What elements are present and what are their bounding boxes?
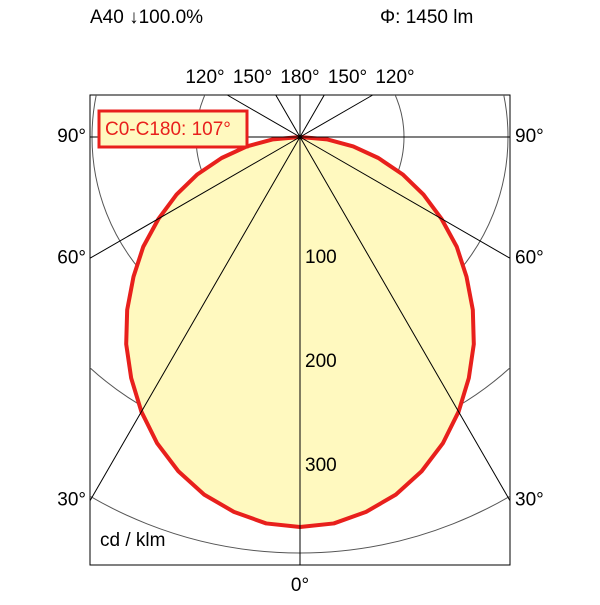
r-tick-label: 300 bbox=[305, 455, 337, 476]
radial-line bbox=[299, 136, 511, 501]
angle-label: 60° bbox=[515, 247, 544, 268]
angle-label: 150° bbox=[328, 67, 367, 88]
radial-line bbox=[299, 136, 511, 259]
angle-label: 150° bbox=[233, 67, 272, 88]
angle-label: 90° bbox=[515, 126, 544, 147]
radial-line bbox=[89, 136, 301, 259]
angle-label: 120° bbox=[185, 67, 224, 88]
radial-line bbox=[89, 136, 301, 501]
angle-label: 0° bbox=[291, 575, 309, 596]
header-left: A40 ↓100.0% bbox=[90, 7, 203, 28]
angle-label: 30° bbox=[515, 490, 544, 511]
r-tick-label: 200 bbox=[305, 351, 337, 372]
plane-label-box bbox=[97, 109, 249, 149]
angle-label: 90° bbox=[57, 126, 86, 147]
angle-label: 180° bbox=[280, 67, 319, 88]
angle-label: 120° bbox=[375, 67, 414, 88]
header-right: Φ: 1450 lm bbox=[380, 7, 473, 28]
r-tick-label: 100 bbox=[305, 247, 337, 268]
radial-line bbox=[227, 94, 301, 138]
radial-line bbox=[275, 94, 301, 138]
radial-line bbox=[299, 94, 325, 138]
radial-line bbox=[299, 94, 373, 138]
angle-label: 30° bbox=[57, 490, 86, 511]
plane-label: C0-C180: 107° bbox=[105, 119, 231, 140]
angle-label: 60° bbox=[57, 247, 86, 268]
unit-label: cd / klm bbox=[100, 530, 165, 551]
